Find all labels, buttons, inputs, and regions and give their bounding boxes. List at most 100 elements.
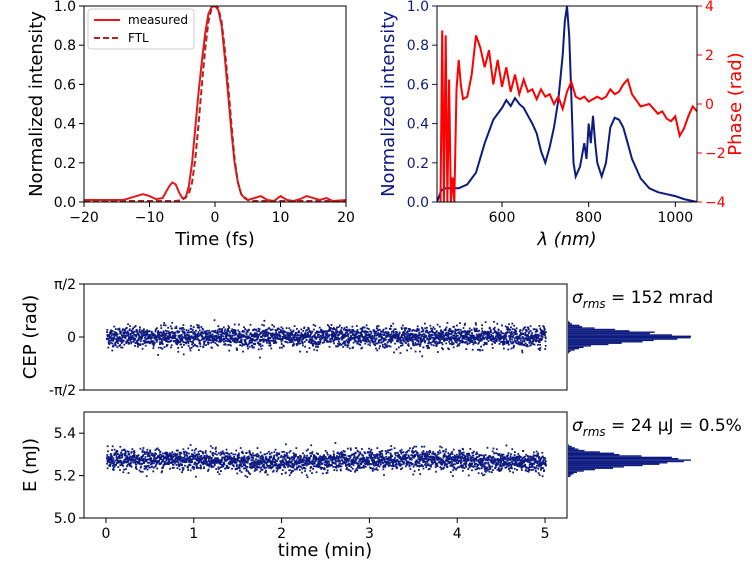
data-point [333,334,336,336]
data-point [186,337,189,340]
data-point [222,465,224,468]
data-point [211,330,214,333]
data-point [285,459,287,462]
data-point [442,330,444,333]
data-point [185,336,187,339]
data-point [309,334,311,337]
data-point [127,335,130,337]
data-point [265,471,267,474]
data-point [228,343,231,346]
data-point [332,327,335,329]
data-point [472,336,475,339]
data-point [180,334,183,336]
data-point [243,330,246,333]
data-point [306,454,308,457]
data-point [309,333,312,336]
data-point [535,340,537,343]
data-point [370,455,372,458]
data-point [197,455,199,457]
data-point [134,461,137,464]
data-point [283,451,285,453]
data-point [436,323,439,326]
data-point [378,339,381,341]
data-point [447,333,450,336]
data-point [484,321,487,323]
data-point [402,339,405,342]
data-point [330,455,332,458]
data-point [440,337,443,340]
data-point [201,450,204,453]
data-point [361,328,364,331]
data-point [352,346,354,349]
data-point [193,449,196,452]
data-point [284,454,287,457]
data-point [375,454,377,457]
data-point [315,458,318,460]
data-point [473,335,476,337]
data-point [332,465,335,468]
data-point [346,346,349,348]
data-point [498,333,501,336]
data-point [492,335,494,338]
data-point [283,331,286,333]
data-point [125,454,128,457]
data-point [106,454,109,456]
data-point [376,327,379,330]
data-point [118,327,121,330]
data-point [378,458,381,461]
data-point [139,335,142,338]
data-point [122,464,124,467]
data-point [322,459,324,462]
data-point [514,333,517,336]
data-point [380,338,383,340]
data-point [490,337,493,340]
data-point [321,472,324,475]
data-point [356,341,359,344]
data-point [294,460,297,463]
data-point [505,331,507,334]
data-point [255,332,258,335]
data-point [167,335,170,338]
data-point [438,333,441,335]
data-point [129,463,131,466]
data-point [423,337,425,340]
data-point [127,452,130,455]
data-point [202,463,205,466]
data-point [426,326,428,329]
data-point [146,329,148,332]
data-point [309,336,311,338]
data-point [160,338,163,340]
data-point [366,331,369,333]
data-point [272,458,274,461]
data-point [124,450,127,452]
data-point [438,334,440,337]
data-point [315,341,318,344]
data-point [308,463,310,465]
data-point [155,453,157,455]
data-point [331,336,334,339]
data-point [380,460,383,462]
data-point [324,339,326,342]
data-point [146,453,149,456]
data-point [154,449,157,451]
data-point [175,464,178,466]
data-point [353,453,356,456]
data-point [363,337,366,340]
data-point [255,464,257,467]
data-point [296,342,299,345]
data-point [221,328,224,330]
data-point [187,447,190,450]
data-point [256,461,259,464]
data-point [288,338,290,341]
data-point [425,345,428,347]
data-point [166,463,169,465]
data-point [527,332,530,335]
data-point [249,332,252,335]
data-point [224,332,226,335]
data-point [147,464,150,467]
data-point [361,334,363,337]
data-point [407,344,410,347]
data-point [214,448,217,450]
data-point [318,462,321,465]
data-point [358,464,361,467]
